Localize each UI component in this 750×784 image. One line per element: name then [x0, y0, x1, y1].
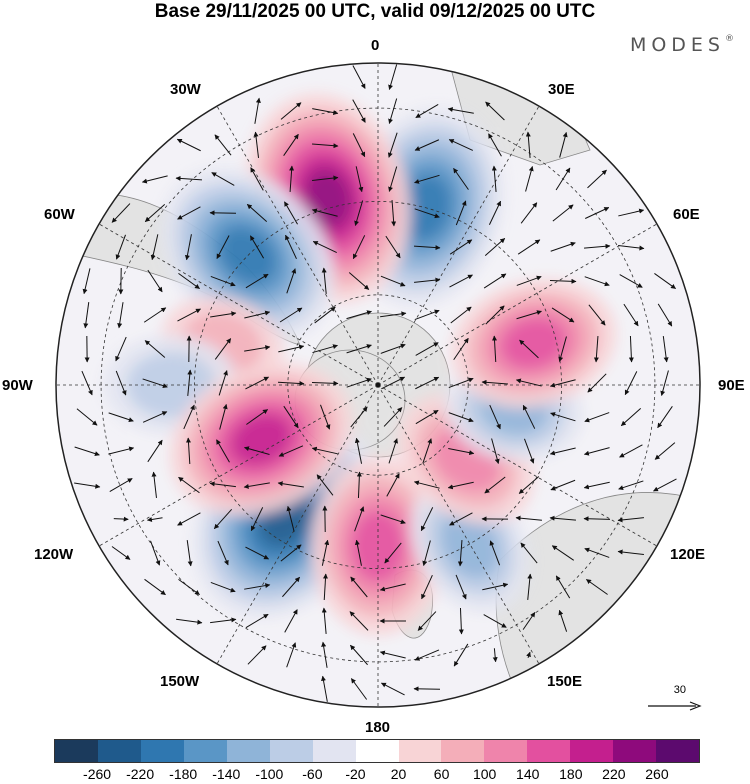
colorbar-tick-label: -60 [302, 766, 322, 782]
colorbar-tick-label: 140 [516, 766, 539, 782]
colorbar-tick-label: -140 [212, 766, 240, 782]
colorbar-tick-label: 20 [391, 766, 407, 782]
colorbar-swatch [270, 740, 313, 762]
wind-arrow [414, 689, 440, 690]
colorbar-tick-label: -180 [169, 766, 197, 782]
colorbar-swatch [227, 740, 270, 762]
colorbar-tick-label: 260 [645, 766, 668, 782]
lon-label-90e: 90E [718, 378, 745, 394]
colorbar-tick-label: -220 [126, 766, 154, 782]
lon-label-120e: 120E [670, 547, 705, 563]
colorbar-swatch [399, 740, 442, 762]
vector-scale-arrow [646, 700, 702, 712]
colorbar-swatch [313, 740, 356, 762]
colorbar-swatch [184, 740, 227, 762]
colorbar-tick-label: -20 [345, 766, 365, 782]
colorbar-swatch [613, 740, 656, 762]
lon-label-150e: 150E [547, 674, 582, 690]
lon-label-90w: 90W [2, 378, 33, 394]
colorbar-tick-label: 60 [434, 766, 450, 782]
colorbar-swatch [484, 740, 527, 762]
colorbar-swatch [356, 740, 399, 762]
colorbar-ticks: -260 -220 -180 -140 -100 -60 -20 20 60 100 140 180 2… [0, 766, 750, 784]
colorbar-swatch [570, 740, 613, 762]
colorbar-tick-label: -260 [83, 766, 111, 782]
colorbar-tick-label: 100 [473, 766, 496, 782]
colorbar-swatch [98, 740, 141, 762]
lon-label-30w: 30W [170, 82, 201, 98]
lon-label-0: 0 [371, 38, 379, 54]
lon-label-180: 180 [365, 720, 390, 736]
lon-label-60w: 60W [44, 207, 75, 223]
south-pole-dot [376, 383, 381, 388]
colorbar-swatch [141, 740, 184, 762]
colorbar-tick-label: 220 [602, 766, 625, 782]
colorbar-tick-label: -100 [255, 766, 283, 782]
vector-scale-label: 30 [674, 684, 686, 696]
colorbar-tick-label: 180 [559, 766, 582, 782]
polar-map [0, 0, 750, 735]
lon-label-150w: 150W [160, 674, 199, 690]
colorbar-swatch [441, 740, 484, 762]
colorbar-swatch [527, 740, 570, 762]
lon-label-30e: 30E [548, 82, 575, 98]
colorbar [54, 739, 700, 763]
wind-arrow [114, 519, 128, 520]
colorbar-swatch [55, 740, 98, 762]
lon-label-60e: 60E [673, 207, 700, 223]
colorbar-swatch [656, 740, 699, 762]
lon-label-120w: 120W [34, 547, 73, 563]
